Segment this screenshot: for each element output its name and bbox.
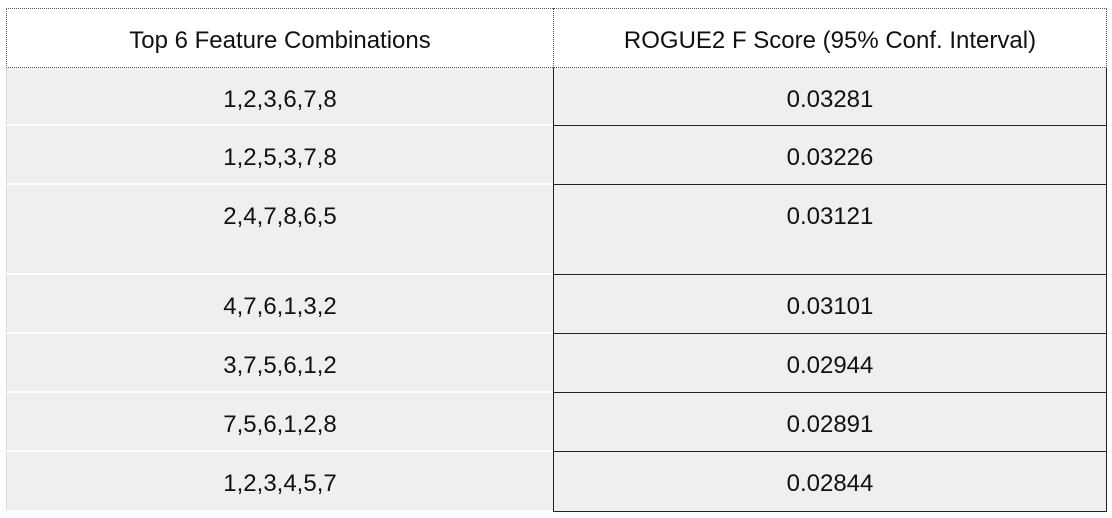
combination-cell: 1,2,5,3,7,8 xyxy=(6,126,553,185)
combination-cell: 7,5,6,1,2,8 xyxy=(6,393,553,452)
score-cell: 0.02844 xyxy=(553,452,1107,512)
combination-cell: 4,7,6,1,3,2 xyxy=(6,275,553,334)
score-cell: 0.03121 xyxy=(553,185,1107,275)
score-cell: 0.02891 xyxy=(553,393,1107,452)
header-cell: ROGUE2 F Score (95% Conf. Interval) xyxy=(553,8,1107,68)
score-cell: 0.03101 xyxy=(553,275,1107,334)
combination-cell: 1,2,3,6,7,8 xyxy=(6,68,553,126)
combination-cell: 1,2,3,4,5,7 xyxy=(6,452,553,512)
score-cell: 0.03226 xyxy=(553,126,1107,185)
score-cell: 0.02944 xyxy=(553,334,1107,393)
combination-cell: 3,7,5,6,1,2 xyxy=(6,334,553,393)
header-cell: Top 6 Feature Combinations xyxy=(6,8,553,68)
score-cell: 0.03281 xyxy=(553,68,1107,126)
combination-cell: 2,4,7,8,6,5 xyxy=(6,185,553,275)
